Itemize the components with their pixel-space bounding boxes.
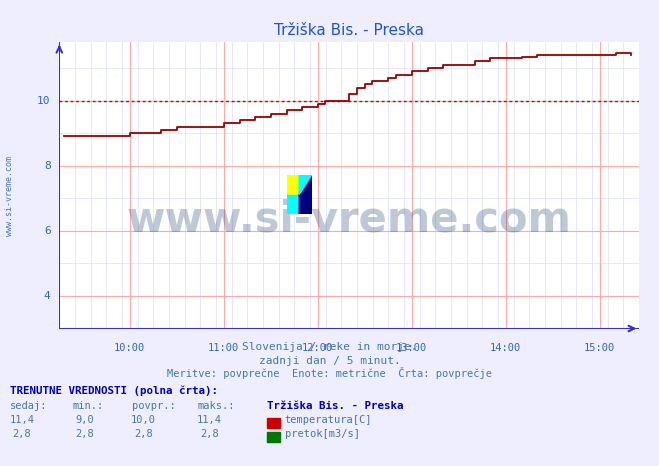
Text: Tržiška Bis. - Preska: Tržiška Bis. - Preska — [267, 401, 403, 411]
Polygon shape — [299, 175, 312, 195]
Text: 8: 8 — [44, 161, 51, 171]
Text: maks.:: maks.: — [198, 401, 235, 411]
Text: 2,8: 2,8 — [134, 429, 153, 439]
Text: 15:00: 15:00 — [584, 343, 616, 353]
Title: Tržiška Bis. - Preska: Tržiška Bis. - Preska — [274, 23, 424, 38]
Text: min.:: min.: — [72, 401, 103, 411]
Text: 6: 6 — [44, 226, 51, 236]
Text: 2,8: 2,8 — [75, 429, 94, 439]
Text: povpr.:: povpr.: — [132, 401, 175, 411]
Text: 10:00: 10:00 — [114, 343, 146, 353]
Text: TRENUTNE VREDNOSTI (polna črta):: TRENUTNE VREDNOSTI (polna črta): — [10, 385, 218, 396]
Bar — [287, 175, 299, 195]
Text: 11,4: 11,4 — [197, 415, 222, 425]
Text: 11,4: 11,4 — [9, 415, 34, 425]
Text: 10,0: 10,0 — [131, 415, 156, 425]
Text: 12:00: 12:00 — [302, 343, 333, 353]
Text: 11:00: 11:00 — [208, 343, 239, 353]
Text: 14:00: 14:00 — [490, 343, 521, 353]
Text: zadnji dan / 5 minut.: zadnji dan / 5 minut. — [258, 356, 401, 366]
Text: 2,8: 2,8 — [200, 429, 219, 439]
Text: www.si-vreme.com: www.si-vreme.com — [5, 156, 14, 236]
Text: Slovenija / reke in morje.: Slovenija / reke in morje. — [242, 343, 417, 352]
Text: pretok[m3/s]: pretok[m3/s] — [285, 429, 360, 439]
Text: www.si-vreme.com: www.si-vreme.com — [127, 199, 572, 240]
Text: 10: 10 — [37, 96, 51, 106]
Text: sedaj:: sedaj: — [10, 401, 47, 411]
Text: 2,8: 2,8 — [13, 429, 31, 439]
Polygon shape — [299, 175, 312, 214]
Text: 4: 4 — [44, 291, 51, 301]
Text: 9,0: 9,0 — [75, 415, 94, 425]
Text: 13:00: 13:00 — [396, 343, 428, 353]
Text: temperatura[C]: temperatura[C] — [285, 415, 372, 425]
Polygon shape — [287, 195, 299, 214]
Text: Meritve: povprečne  Enote: metrične  Črta: povprečje: Meritve: povprečne Enote: metrične Črta:… — [167, 368, 492, 379]
